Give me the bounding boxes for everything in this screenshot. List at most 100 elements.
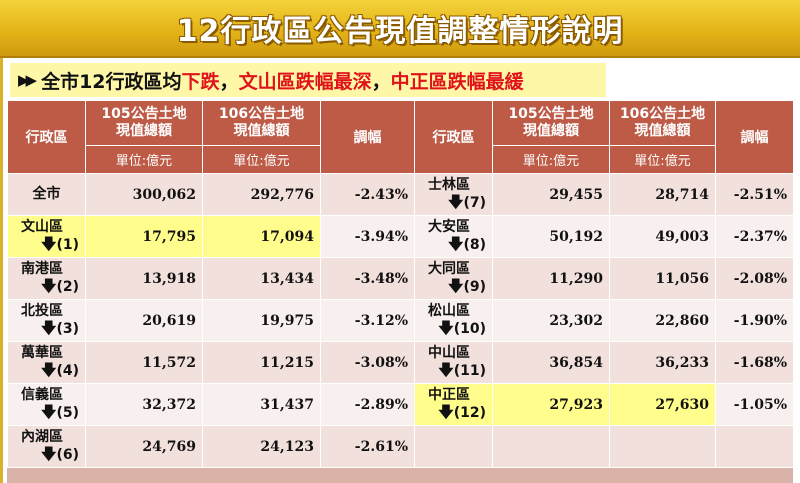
unit-label: 單位:億元	[85, 145, 203, 174]
district-name-cell: 松山區 🡇(10)	[414, 299, 493, 342]
district-name: 南港區	[21, 261, 63, 277]
change-pct-cell: -1.05%	[715, 383, 794, 426]
value-105-cell: 29,455	[492, 173, 610, 216]
page-title: 12行政區公告現值調整情形說明	[176, 14, 624, 49]
change-pct-cell: -1.68%	[715, 341, 794, 384]
change-pct-cell: -3.08%	[320, 341, 415, 384]
rank-line: 🡇(8)	[421, 236, 486, 254]
down-arrow-icon: 🡇	[448, 193, 464, 211]
down-arrow-icon: 🡇	[448, 277, 464, 295]
value-106-cell: 11,215	[202, 341, 321, 384]
district-name-cell: 大同區 🡇(9)	[414, 257, 493, 300]
value-106-cell: 36,233	[609, 341, 716, 384]
value-105-cell: 24,769	[85, 425, 203, 468]
value-106-cell: 28,714	[609, 173, 716, 216]
value-105-cell: 13,918	[85, 257, 203, 300]
value-106-cell: 17,094	[202, 215, 321, 258]
down-arrow-icon: 🡇	[41, 277, 57, 295]
table-row: 文山區 🡇(1) 17,795 17,094 -3.94% 大安區 🡇(8) 50,192 49…	[7, 215, 794, 258]
change-pct-cell: -1.90%	[715, 299, 794, 342]
down-arrow-icon: 🡇	[41, 403, 57, 421]
change-pct-cell: -3.12%	[320, 299, 415, 342]
district-name: 北投區	[21, 303, 63, 319]
district-name-cell: 萬華區 🡇(4)	[7, 341, 86, 384]
value-106-cell: 13,434	[202, 257, 321, 300]
district-name: 松山區	[428, 303, 470, 319]
summary-separator-2: ，	[371, 70, 391, 93]
header-105-line1: 105公告土地	[508, 106, 594, 122]
change-pct-cell: -2.08%	[715, 257, 794, 300]
value-106-cell: 292,776	[202, 173, 321, 216]
double-arrow-bullet-icon: ▶▶	[18, 71, 37, 89]
land-value-table-container: 行政區 105公告土地 現值總額 106公告土地 現值總額 調幅 行政區 105…	[7, 100, 794, 483]
district-name-cell: 士林區 🡇(7)	[414, 173, 493, 216]
rank-line: 🡇(7)	[421, 194, 486, 212]
value-106-cell	[609, 425, 716, 468]
change-pct-cell: -2.89%	[320, 383, 415, 426]
decline-rank: (3)	[56, 321, 79, 337]
unit-label: 單位:億元	[492, 145, 610, 174]
district-name: 全市	[32, 186, 61, 202]
header-105-line1: 105公告土地	[101, 106, 187, 122]
table-body: 全市 300,062 292,776 -2.43% 士林區 🡇(7) 29,455 28,71…	[7, 173, 794, 468]
table-unit-row: 單位:億元 單位:億元 單位:億元 單位:億元	[8, 145, 794, 174]
rank-line: 🡇(11)	[421, 362, 486, 380]
header-change-left: 調幅	[320, 100, 415, 174]
district-name-cell: 南港區 🡇(2)	[7, 257, 86, 300]
district-name: 內湖區	[21, 429, 63, 445]
down-arrow-icon: 🡇	[438, 403, 454, 421]
change-pct-cell: -2.51%	[715, 173, 794, 216]
district-name: 萬華區	[21, 345, 63, 361]
value-106-cell: 11,056	[609, 257, 716, 300]
decline-rank: (9)	[463, 279, 486, 295]
decline-rank: (5)	[56, 405, 79, 421]
header-105-left: 105公告土地 現值總額	[85, 100, 203, 146]
change-pct-cell: -3.48%	[320, 257, 415, 300]
rank-line: 🡇(9)	[421, 278, 486, 296]
value-105-cell	[492, 425, 610, 468]
header-106-line1: 106公告土地	[218, 106, 305, 122]
district-name-cell: 文山區 🡇(1)	[7, 215, 86, 258]
summary-highlight-zhongzheng: 中正區跌幅最緩	[390, 70, 524, 93]
summary-highlight-decline: 下跌	[181, 70, 220, 93]
table-header-row: 行政區 105公告土地 現值總額 106公告土地 現值總額 調幅 行政區 105…	[7, 100, 794, 174]
rank-line: 🡇(5)	[14, 404, 79, 422]
down-arrow-icon: 🡇	[41, 235, 57, 253]
value-105-cell: 11,572	[85, 341, 203, 384]
unit-label: 單位:億元	[609, 145, 716, 174]
table-row: 內湖區 🡇(6) 24,769 24,123 -2.61%	[7, 425, 794, 468]
decline-rank: (6)	[56, 447, 79, 463]
summary-separator-1: ，	[219, 70, 239, 93]
district-name-cell	[414, 425, 493, 468]
district-name-cell: 中山區 🡇(11)	[414, 341, 493, 384]
value-106-cell: 19,975	[202, 299, 321, 342]
value-105-cell: 300,062	[85, 173, 203, 216]
value-105-cell: 23,302	[492, 299, 610, 342]
header-district-right: 行政區	[414, 100, 493, 174]
value-105-cell: 11,290	[492, 257, 610, 300]
rank-line: 🡇(4)	[14, 362, 79, 380]
district-name: 文山區	[21, 219, 63, 235]
header-106-line1: 106公告土地	[619, 106, 706, 122]
value-106-cell: 22,860	[609, 299, 716, 342]
decline-rank: (10)	[453, 321, 486, 337]
decline-rank: (1)	[56, 237, 79, 253]
value-105-cell: 20,619	[85, 299, 203, 342]
district-name-cell: 信義區 🡇(5)	[7, 383, 86, 426]
header-105-right: 105公告土地 現值總額	[492, 100, 610, 146]
rank-line: 🡇(12)	[421, 404, 486, 422]
value-106-cell: 31,437	[202, 383, 321, 426]
header-105-line2: 現值總額	[523, 123, 579, 139]
value-106-cell: 24,123	[202, 425, 321, 468]
down-arrow-icon: 🡇	[41, 319, 57, 337]
value-105-cell: 32,372	[85, 383, 203, 426]
value-106-cell: 27,630	[609, 383, 716, 426]
table-row: 信義區 🡇(5) 32,372 31,437 -2.89% 中正區 🡇(12) 27,923 2…	[7, 383, 794, 426]
district-name-cell: 中正區 🡇(12)	[414, 383, 493, 426]
district-name-cell: 北投區 🡇(3)	[7, 299, 86, 342]
district-name-cell: 大安區 🡇(8)	[414, 215, 493, 258]
table-row: 全市 300,062 292,776 -2.43% 士林區 🡇(7) 29,455 28,71…	[7, 173, 794, 216]
rank-line: 🡇(3)	[14, 320, 79, 338]
decline-rank: (7)	[463, 195, 486, 211]
decline-rank: (8)	[463, 237, 486, 253]
